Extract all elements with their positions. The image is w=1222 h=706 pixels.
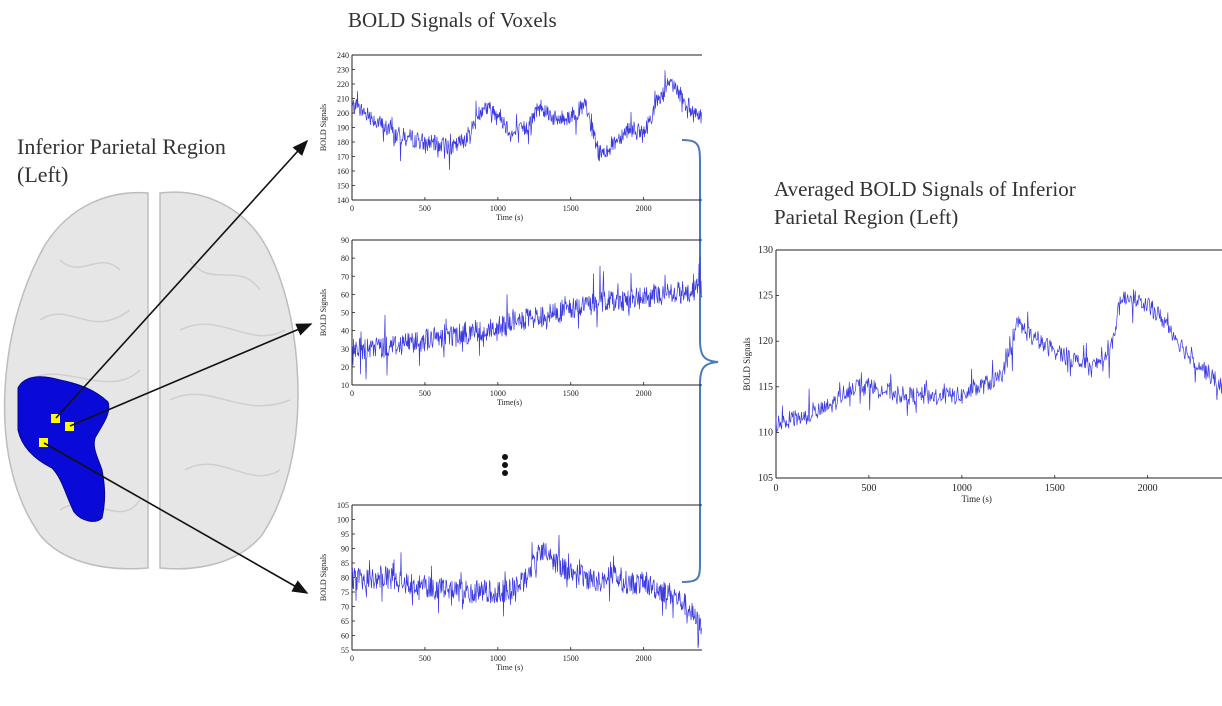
x-tick-label: 2000	[636, 204, 652, 213]
x-axis-label: Time(s)	[497, 398, 522, 407]
y-tick-label: 150	[337, 182, 349, 191]
y-tick-label: 90	[341, 545, 349, 554]
ellipsis-dots	[502, 454, 508, 476]
region-label-line1: Inferior Parietal Region	[17, 134, 226, 159]
x-axis-label: Time (s)	[496, 663, 523, 672]
x-axis-label: Time (s)	[496, 213, 523, 222]
x-tick-label: 1500	[563, 204, 579, 213]
y-tick-label: 200	[337, 109, 349, 118]
x-tick-label: 0	[350, 389, 354, 398]
signal-series-line	[351, 256, 703, 380]
y-axis-label: BOLD Signals	[742, 337, 752, 391]
right-hemisphere	[159, 191, 299, 570]
voxel-marker-2	[65, 422, 74, 431]
y-tick-label: 90	[341, 236, 349, 245]
x-tick-label: 2000	[636, 654, 652, 663]
x-tick-label: 500	[419, 389, 431, 398]
curly-brace	[681, 139, 719, 583]
y-tick-label: 40	[341, 327, 349, 336]
y-tick-label: 190	[337, 124, 349, 133]
x-tick-label: 500	[861, 483, 876, 494]
y-axis-label: BOLD Signals	[319, 289, 328, 336]
y-tick-label: 170	[337, 153, 349, 162]
y-tick-label: 65	[341, 617, 349, 626]
y-tick-label: 230	[337, 66, 349, 75]
y-axis-label: BOLD Signals	[319, 554, 328, 601]
x-axis-label: Time (s)	[961, 494, 991, 504]
arrow-to-voxel-2	[69, 323, 313, 427]
y-tick-label: 30	[341, 345, 349, 354]
y-tick-label: 220	[337, 80, 349, 89]
averaged-title-line1: Averaged BOLD Signals of Inferior	[774, 177, 1076, 201]
inferior-parietal-region	[17, 376, 110, 522]
averaged-plot: 105 110 115 120 125 130 0 500 1000 1500 2000 Time (…	[742, 245, 1222, 512]
region-label: Inferior Parietal Region (Left)	[17, 133, 287, 189]
y-tick-label: 130	[758, 245, 773, 256]
voxel-1-plot: 140 150 160 170 180 190 200 210 220 230 240 0 500 100…	[319, 51, 703, 223]
x-tick-label: 500	[419, 204, 431, 213]
x-tick-label: 0	[774, 483, 779, 494]
y-tick-label: 115	[758, 382, 773, 393]
voxel-marker-3	[39, 438, 48, 447]
averaged-title-line2: Parietal Region (Left)	[774, 205, 959, 229]
region-label-line2: (Left)	[17, 162, 69, 187]
y-tick-label: 75	[341, 588, 349, 597]
x-tick-label: 1500	[563, 389, 579, 398]
y-axis-label: BOLD Signals	[319, 104, 328, 151]
axes-frame	[775, 249, 1222, 479]
signal-series-line	[351, 70, 703, 171]
signal-series-line	[775, 289, 1222, 432]
brain-illustration	[3, 191, 299, 570]
y-tick-label: 70	[341, 603, 349, 612]
signal-series-line	[351, 534, 703, 648]
x-tick-label: 0	[350, 654, 354, 663]
y-tick-label: 60	[341, 632, 349, 641]
x-tick-label: 0	[350, 204, 354, 213]
y-tick-label: 80	[341, 254, 349, 263]
y-tick-label: 110	[758, 427, 773, 438]
y-tick-label: 80	[341, 574, 349, 583]
x-tick-label: 500	[419, 654, 431, 663]
voxel-n-plot: 55 60 65 70 75 80 85 90 95 100 105 0 500 1000 1500 2000…	[319, 501, 703, 680]
y-tick-label: 50	[341, 309, 349, 318]
x-tick-label: 1000	[490, 654, 506, 663]
averaged-title: Averaged BOLD Signals of Inferior Pariet…	[774, 175, 1194, 231]
x-tick-label: 1000	[952, 483, 972, 494]
y-tick-label: 10	[341, 381, 349, 390]
y-tick-label: 120	[758, 336, 773, 347]
x-tick-label: 1000	[490, 389, 506, 398]
voxel-2-plot: 10 20 30 40 50 60 70 80 90 0 500 1000 1500 2000 Time(s…	[319, 236, 703, 408]
y-tick-label: 180	[337, 138, 349, 147]
voxel-marker-1	[51, 414, 60, 423]
left-hemisphere	[3, 191, 149, 570]
y-tick-label: 125	[758, 291, 773, 302]
y-tick-label: 240	[337, 51, 349, 60]
arrow-to-voxel-1	[55, 139, 309, 419]
x-tick-label: 2000	[1138, 483, 1158, 494]
y-tick-label: 105	[337, 501, 349, 510]
y-tick-label: 20	[341, 363, 349, 372]
x-tick-label: 1500	[1045, 483, 1065, 494]
x-tick-label: 2000	[636, 389, 652, 398]
y-tick-label: 70	[341, 272, 349, 281]
y-tick-label: 105	[758, 473, 773, 484]
y-tick-label: 60	[341, 290, 349, 299]
x-tick-label: 1500	[563, 654, 579, 663]
y-tick-label: 85	[341, 559, 349, 568]
y-tick-label: 55	[341, 646, 349, 655]
y-tick-label: 95	[341, 530, 349, 539]
x-tick-label: 1000	[490, 204, 506, 213]
y-tick-label: 160	[337, 167, 349, 176]
y-tick-label: 210	[337, 95, 349, 104]
voxels-title: BOLD Signals of Voxels	[348, 8, 557, 32]
diagram-layer	[3, 139, 719, 594]
arrow-to-voxel-n	[43, 442, 309, 594]
y-tick-label: 100	[337, 516, 349, 525]
y-tick-label: 140	[337, 196, 349, 205]
